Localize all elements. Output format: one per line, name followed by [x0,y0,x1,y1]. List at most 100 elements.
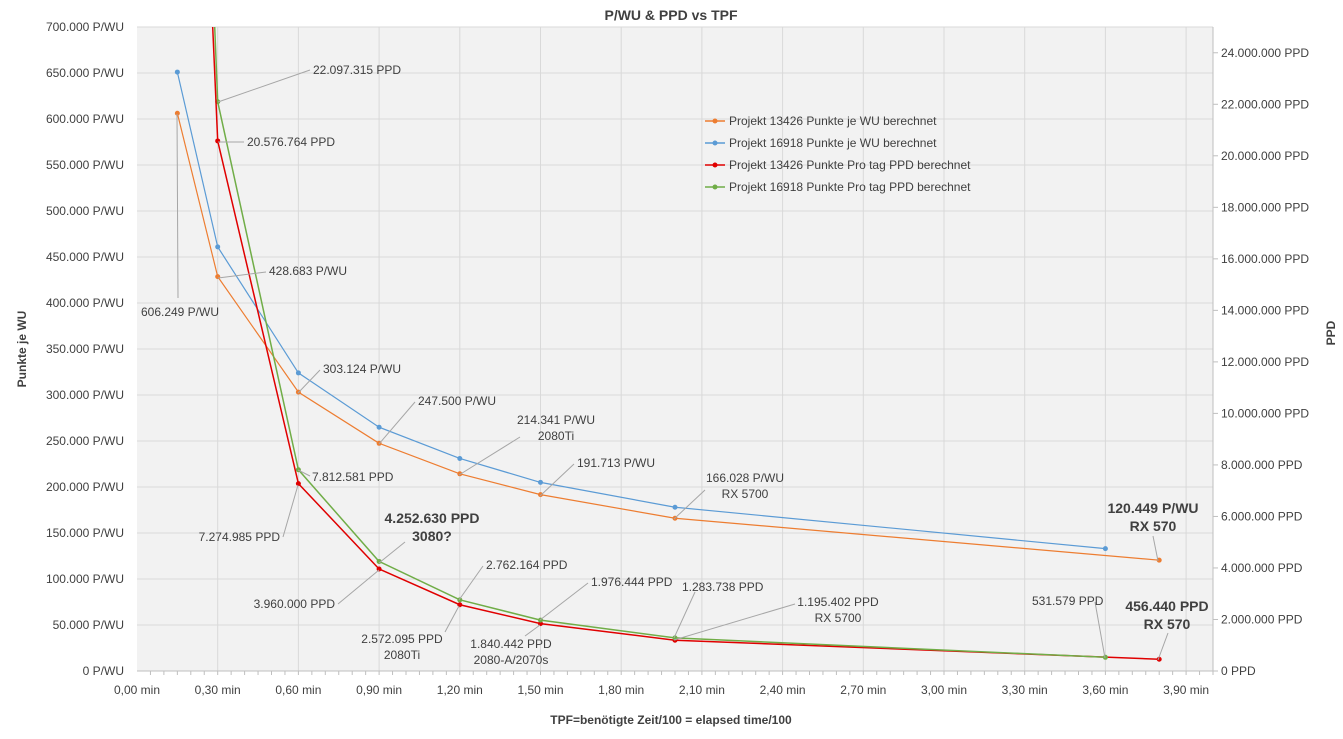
leader-line [458,436,521,476]
x-axis-title: TPF=benötigte Zeit/100 = elapsed time/10… [550,713,792,727]
data-point [295,481,301,487]
series-line-offscale [213,26,219,102]
data-label: 7.274.985 PPD [199,484,299,544]
data-label-text: RX 5700 [815,611,862,625]
leader-line [217,69,311,103]
y-tick-label: 650.000 P/WU [46,66,124,80]
leader-line [297,369,321,394]
data-point [376,566,382,572]
data-label: 1.195.402 PPD RX 5700 [673,595,879,641]
data-label-text: 7.812.581 PPD [312,470,394,484]
data-label: 22.097.315 PPD [217,63,401,103]
y2-tick-label: 20.000.000 PPD [1221,149,1309,163]
y2-tick-label: 12.000.000 PPD [1221,355,1309,369]
data-label: 606.249 P/WU [141,113,219,319]
data-label: 3.960.000 PPD [254,569,380,611]
data-label-text: 1.976.444 PPD [591,575,673,589]
data-label-text: 191.713 P/WU [577,456,655,470]
y2-tick-label: 4.000.000 PPD [1221,561,1303,575]
data-label: 7.812.581 PPD [297,469,394,484]
x-tick-label: 2,40 min [760,683,806,697]
data-label: 456.440 PPD RX 570 [1125,598,1209,661]
x-tick-label: 3,90 min [1163,683,1209,697]
leader-line [217,271,267,279]
data-point [538,621,543,627]
leader-line [673,591,696,639]
data-point [295,370,301,376]
legend-item: Projekt 13426 Punkte je WU berechnet [705,114,937,128]
y-tick-label: 100.000 P/WU [46,572,124,586]
y-tick-label: 700.000 P/WU [46,20,124,34]
series-line [176,113,1160,561]
y-tick-label: 550.000 P/WU [46,158,124,172]
data-label-text: RX 5700 [722,487,769,501]
leader-line [1152,535,1159,562]
data-point [215,244,221,250]
legend-item: Projekt 13426 Punkte Pro tag PPD berechn… [705,158,971,172]
data-label-text: 303.124 P/WU [323,362,401,376]
y-tick-label: 0 P/WU [83,664,124,678]
legend-label: Projekt 16918 Punkte Pro tag PPD berechn… [729,180,971,194]
series-line [176,71,1106,550]
y2-tick-label: 6.000.000 PPD [1221,509,1303,523]
data-label-text: 1.840.442 PPD [470,637,552,651]
leader-line [337,569,380,605]
data-label-text: 3080? [412,528,452,544]
data-label-text: 2080Ti [538,429,574,443]
y-tick-label: 150.000 P/WU [46,526,124,540]
y-tick-label: 500.000 P/WU [46,204,124,218]
data-label-text: 166.028 P/WU [706,471,784,485]
y-tick-label: 450.000 P/WU [46,250,124,264]
legend-label: Projekt 16918 Punkte je WU berechnet [729,136,937,150]
legend-item: Projekt 16918 Punkte Pro tag PPD berechn… [705,180,971,194]
y2-tick-label: 14.000.000 PPD [1221,303,1309,317]
data-label-text: 22.097.315 PPD [313,63,401,77]
data-label-text: 2.572.095 PPD [361,632,443,646]
x-tick-label: 3,60 min [1082,683,1128,697]
legend-marker [712,162,718,168]
data-label: 1.840.442 PPD 2080-A/2070s [470,624,552,667]
data-label-text: 7.274.985 PPD [199,530,281,544]
data-point [457,471,463,477]
data-point [174,110,180,116]
y2-tick-label: 22.000.000 PPD [1221,97,1309,111]
x-tick-label: 0,30 min [195,683,241,697]
data-point [672,504,678,510]
data-point [457,455,463,461]
data-label-text: 4.252.630 PPD [385,510,480,526]
data-label-text: 606.249 P/WU [141,305,219,319]
data-point [1102,546,1108,552]
leader-line [297,469,311,477]
x-tick-label: 0,90 min [356,683,402,697]
chart-title: P/WU & PPD vs TPF [604,7,737,23]
y-tick-label: 600.000 P/WU [46,112,124,126]
data-point [538,492,543,498]
data-label-text: 3.960.000 PPD [254,597,336,611]
data-label-text: 2080-A/2070s [474,653,549,667]
leader-line [524,624,541,637]
x-tick-label: 2,10 min [679,683,725,697]
data-label: 214.341 P/WU 2080Ti [458,413,595,476]
data-label: 20.576.764 PPD [218,135,335,149]
data-label-text: 1.283.738 PPD [682,580,764,594]
leader-line [378,541,406,564]
y2-tick-label: 24.000.000 PPD [1221,46,1309,60]
data-label: 1.976.444 PPD [539,575,673,621]
leader-line [673,489,706,520]
data-point [1156,656,1162,662]
data-label-text: 456.440 PPD [1125,598,1208,614]
data-label-text: 2.762.164 PPD [486,558,568,572]
data-point [457,597,463,603]
y-tick-label: 250.000 P/WU [46,434,124,448]
leader-line [1094,601,1106,659]
legend-item: Projekt 16918 Punkte je WU berechnet [705,136,937,150]
data-label: 428.683 P/WU [217,264,347,279]
y2-tick-label: 2.000.000 PPD [1221,612,1303,626]
data-point [215,274,221,280]
y2-tick-label: 16.000.000 PPD [1221,252,1309,266]
x-tick-label: 1,80 min [598,683,644,697]
leader-line [282,484,299,538]
y-tick-label: 300.000 P/WU [46,388,124,402]
data-label: 166.028 P/WU RX 5700 [673,471,784,520]
